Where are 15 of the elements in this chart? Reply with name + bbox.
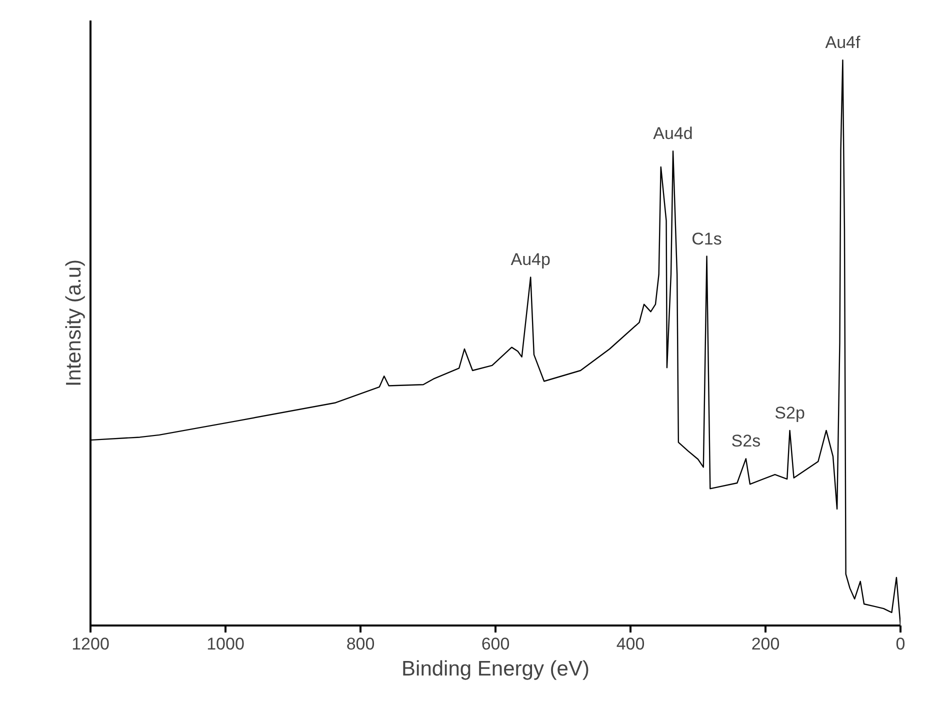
x-tick-label: 1000 <box>206 634 244 654</box>
x-tick-label: 400 <box>616 634 645 654</box>
x-tick-label: 600 <box>481 634 510 654</box>
x-tick-label: 800 <box>346 634 375 654</box>
annotation: S2p <box>774 403 805 422</box>
annotation: S2s <box>731 432 761 451</box>
x-tick-label: 1200 <box>72 634 110 654</box>
annotation: Au4p <box>510 250 550 270</box>
x-axis-title: Binding Energy (eV) <box>402 658 590 680</box>
x-tick-label: 200 <box>751 634 780 654</box>
y-axis-title: Intensity (a.u) <box>62 259 86 387</box>
annotation: Au4d <box>653 124 693 144</box>
x-tick-label: 0 <box>896 634 906 654</box>
annotation: C1s <box>692 229 722 248</box>
annotation: Au4f <box>825 33 860 52</box>
